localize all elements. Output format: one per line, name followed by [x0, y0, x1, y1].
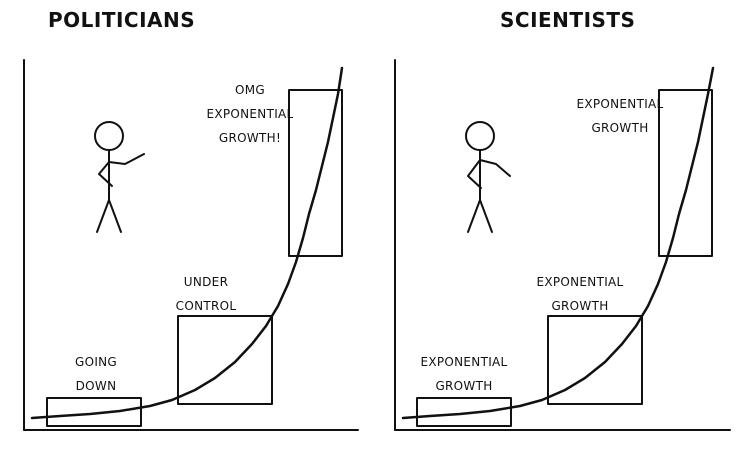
panel-title: POLITICIANS	[48, 8, 196, 32]
growth-curve	[401, 66, 715, 420]
small-box	[46, 397, 142, 427]
scientists-panel: SCIENTISTS EXPONENTIAL GROWTH EXPONENTIA…	[372, 0, 743, 459]
scientists-drawing	[394, 59, 731, 431]
medium-box	[547, 315, 643, 405]
large-box-label: OMG EXPONENTIAL GROWTH!	[206, 83, 294, 145]
large-box	[288, 89, 343, 257]
medium-box-label: UNDER CONTROL	[175, 275, 237, 313]
growth-curve	[30, 66, 344, 420]
large-box	[658, 89, 713, 257]
panel-title: SCIENTISTS	[500, 8, 636, 32]
small-box-label: EXPONENTIAL GROWTH	[420, 355, 508, 393]
politicians-drawing	[23, 59, 359, 431]
politicians-panel: POLITICIANS GOING DOWN	[23, 8, 359, 431]
medium-box	[177, 315, 273, 405]
scientist-stick-figure	[465, 121, 511, 233]
medium-box-label: EXPONENTIAL GROWTH	[536, 275, 624, 313]
large-box-label: EXPONENTIAL GROWTH	[576, 97, 664, 135]
politician-stick-figure	[94, 121, 145, 233]
small-box-label: GOING DOWN	[74, 355, 118, 393]
small-box	[416, 397, 512, 427]
